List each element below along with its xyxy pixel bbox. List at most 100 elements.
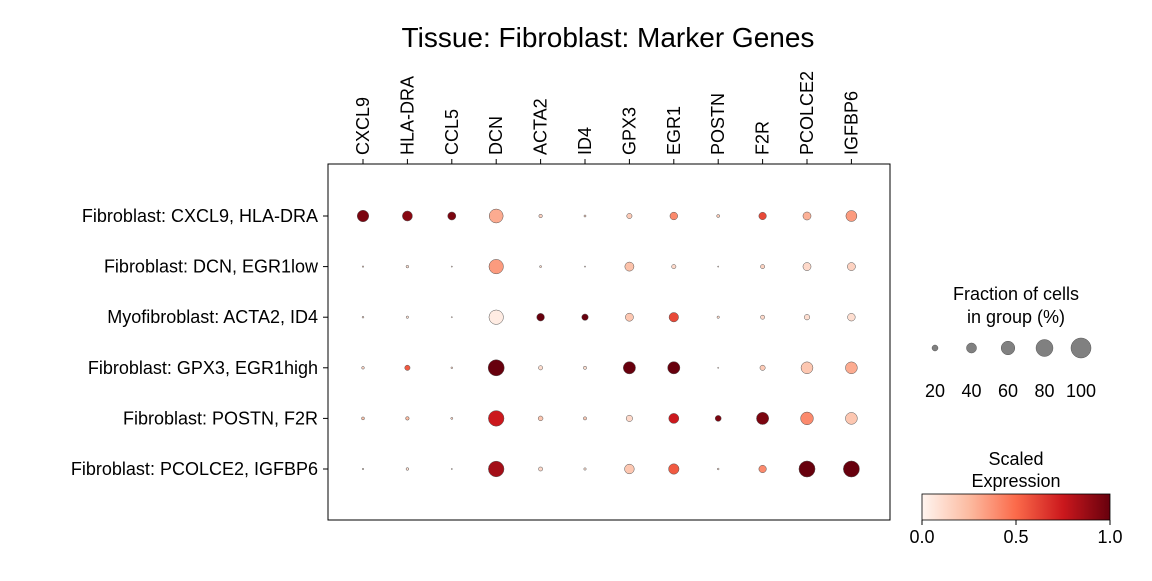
dot-id4 (584, 265, 586, 268)
dot-cxcl9 (361, 366, 365, 370)
gene-label: PCOLCE2 (797, 71, 817, 155)
gene-label: F2R (753, 121, 773, 155)
dot-acta2 (539, 265, 542, 268)
dot-gpx3 (626, 213, 633, 219)
dot-id4 (581, 313, 589, 321)
dot-dcn (487, 359, 505, 377)
dot-dcn (488, 460, 505, 478)
dot-ccl5 (450, 366, 453, 369)
size-legend-title-line1: Fraction of cells (953, 284, 1079, 304)
dot-dcn (488, 259, 504, 275)
gene-label: GPX3 (619, 107, 639, 155)
dot-igfbp6 (847, 313, 856, 322)
dot-acta2 (537, 415, 544, 422)
size-legend-label: 20 (925, 381, 945, 401)
colorbar (921, 493, 1111, 521)
dot-acta2 (538, 365, 544, 371)
dot-ccl5 (450, 265, 453, 268)
group-label: Fibroblast: CXCL9, HLA-DRA (82, 206, 318, 226)
dot-igfbp6 (845, 412, 858, 425)
dot-hla-dra (405, 264, 410, 269)
dot-hla-dra (402, 210, 413, 222)
dot-postn (714, 415, 722, 422)
dot-pcolce2 (798, 460, 816, 478)
group-label: Myofibroblast: ACTA2, ID4 (107, 307, 318, 327)
size-legend-label: 40 (961, 381, 981, 401)
dot-f2r (759, 364, 766, 371)
dot-pcolce2 (802, 262, 812, 271)
group-axis: Fibroblast: CXCL9, HLA-DRA Fibroblast: DC… (71, 206, 328, 479)
dot-cxcl9 (362, 468, 364, 470)
size-legend-dot (931, 344, 939, 352)
dot-egr1 (669, 211, 678, 221)
dot-egr1 (668, 312, 679, 323)
color-legend-title-line1: Scaled (988, 449, 1043, 469)
dot-egr1 (668, 413, 680, 424)
dot-postn (717, 366, 720, 369)
plot-frame (327, 163, 891, 521)
gene-label: ACTA2 (531, 98, 551, 155)
colorbar-tick-label: 1.0 (1097, 527, 1122, 547)
gene-label: CXCL9 (353, 97, 373, 155)
size-legend-label: 80 (1034, 381, 1054, 401)
dot-hla-dra (404, 364, 411, 371)
dot-f2r (760, 264, 765, 269)
group-label: Fibroblast: POSTN, F2R (123, 408, 318, 428)
dot-postn (717, 265, 720, 268)
dot-gpx3 (623, 361, 636, 375)
dot-egr1 (668, 463, 680, 475)
dot-cxcl9 (362, 265, 364, 268)
group-label: Fibroblast: DCN, EGR1low (104, 257, 319, 277)
dot-cxcl9 (361, 316, 365, 319)
size-legend-dot (966, 342, 977, 354)
dot-hla-dra (405, 467, 410, 471)
dot-id4 (583, 416, 587, 421)
dot-acta2 (536, 313, 545, 322)
dot-id4 (583, 365, 587, 370)
dot-f2r (758, 212, 767, 220)
dot-ccl5 (447, 211, 457, 221)
dot-igfbp6 (843, 460, 860, 478)
gene-label: EGR1 (664, 106, 684, 155)
dot-grid (356, 208, 860, 478)
dot-postn (716, 315, 720, 319)
dot-hla-dra (405, 416, 410, 421)
size-legend-dot (1070, 337, 1092, 359)
dot-dcn (488, 208, 504, 224)
color-legend-title-line2: Expression (971, 471, 1060, 491)
size-legend: Fraction of cells in group (%) 20 40 60 80 1… (925, 284, 1096, 401)
chart-title: Tissue: Fibroblast: Marker Genes (402, 22, 815, 53)
dot-ccl5 (450, 468, 453, 470)
dot-igfbp6 (845, 210, 858, 222)
dot-cxcl9 (361, 416, 365, 421)
dot-egr1 (667, 361, 681, 375)
dot-pcolce2 (800, 411, 814, 426)
gene-label: HLA-DRA (397, 76, 417, 155)
dot-igfbp6 (847, 262, 856, 271)
gene-label: DCN (486, 116, 506, 155)
gene-axis: CXCL9 HLA-DRA CCL5 DCN ACTA2 ID4 GPX3 EGR1 POSTN… (353, 71, 861, 164)
gene-label: POSTN (708, 93, 728, 155)
colorbar-tick-label: 0.5 (1003, 527, 1028, 547)
gene-label: CCL5 (442, 109, 462, 155)
dot-cxcl9 (356, 209, 370, 223)
size-legend-title-line2: in group (%) (967, 307, 1065, 327)
dot-id4 (583, 214, 587, 218)
size-legend-dot (1035, 339, 1054, 357)
dot-pcolce2 (800, 361, 814, 374)
dot-postn (716, 214, 720, 218)
dot-dcn (488, 309, 504, 325)
dot-f2r (758, 465, 767, 473)
dot-ccl5 (450, 417, 454, 420)
dot-f2r (756, 412, 769, 425)
gene-label: IGFBP6 (841, 91, 861, 155)
gene-label: ID4 (575, 127, 595, 155)
dot-pcolce2 (803, 314, 811, 321)
dot-gpx3 (625, 414, 633, 422)
dot-ccl5 (450, 316, 453, 319)
dot-hla-dra (405, 315, 409, 319)
group-label: Fibroblast: GPX3, EGR1high (88, 358, 318, 378)
dot-acta2 (538, 213, 543, 219)
